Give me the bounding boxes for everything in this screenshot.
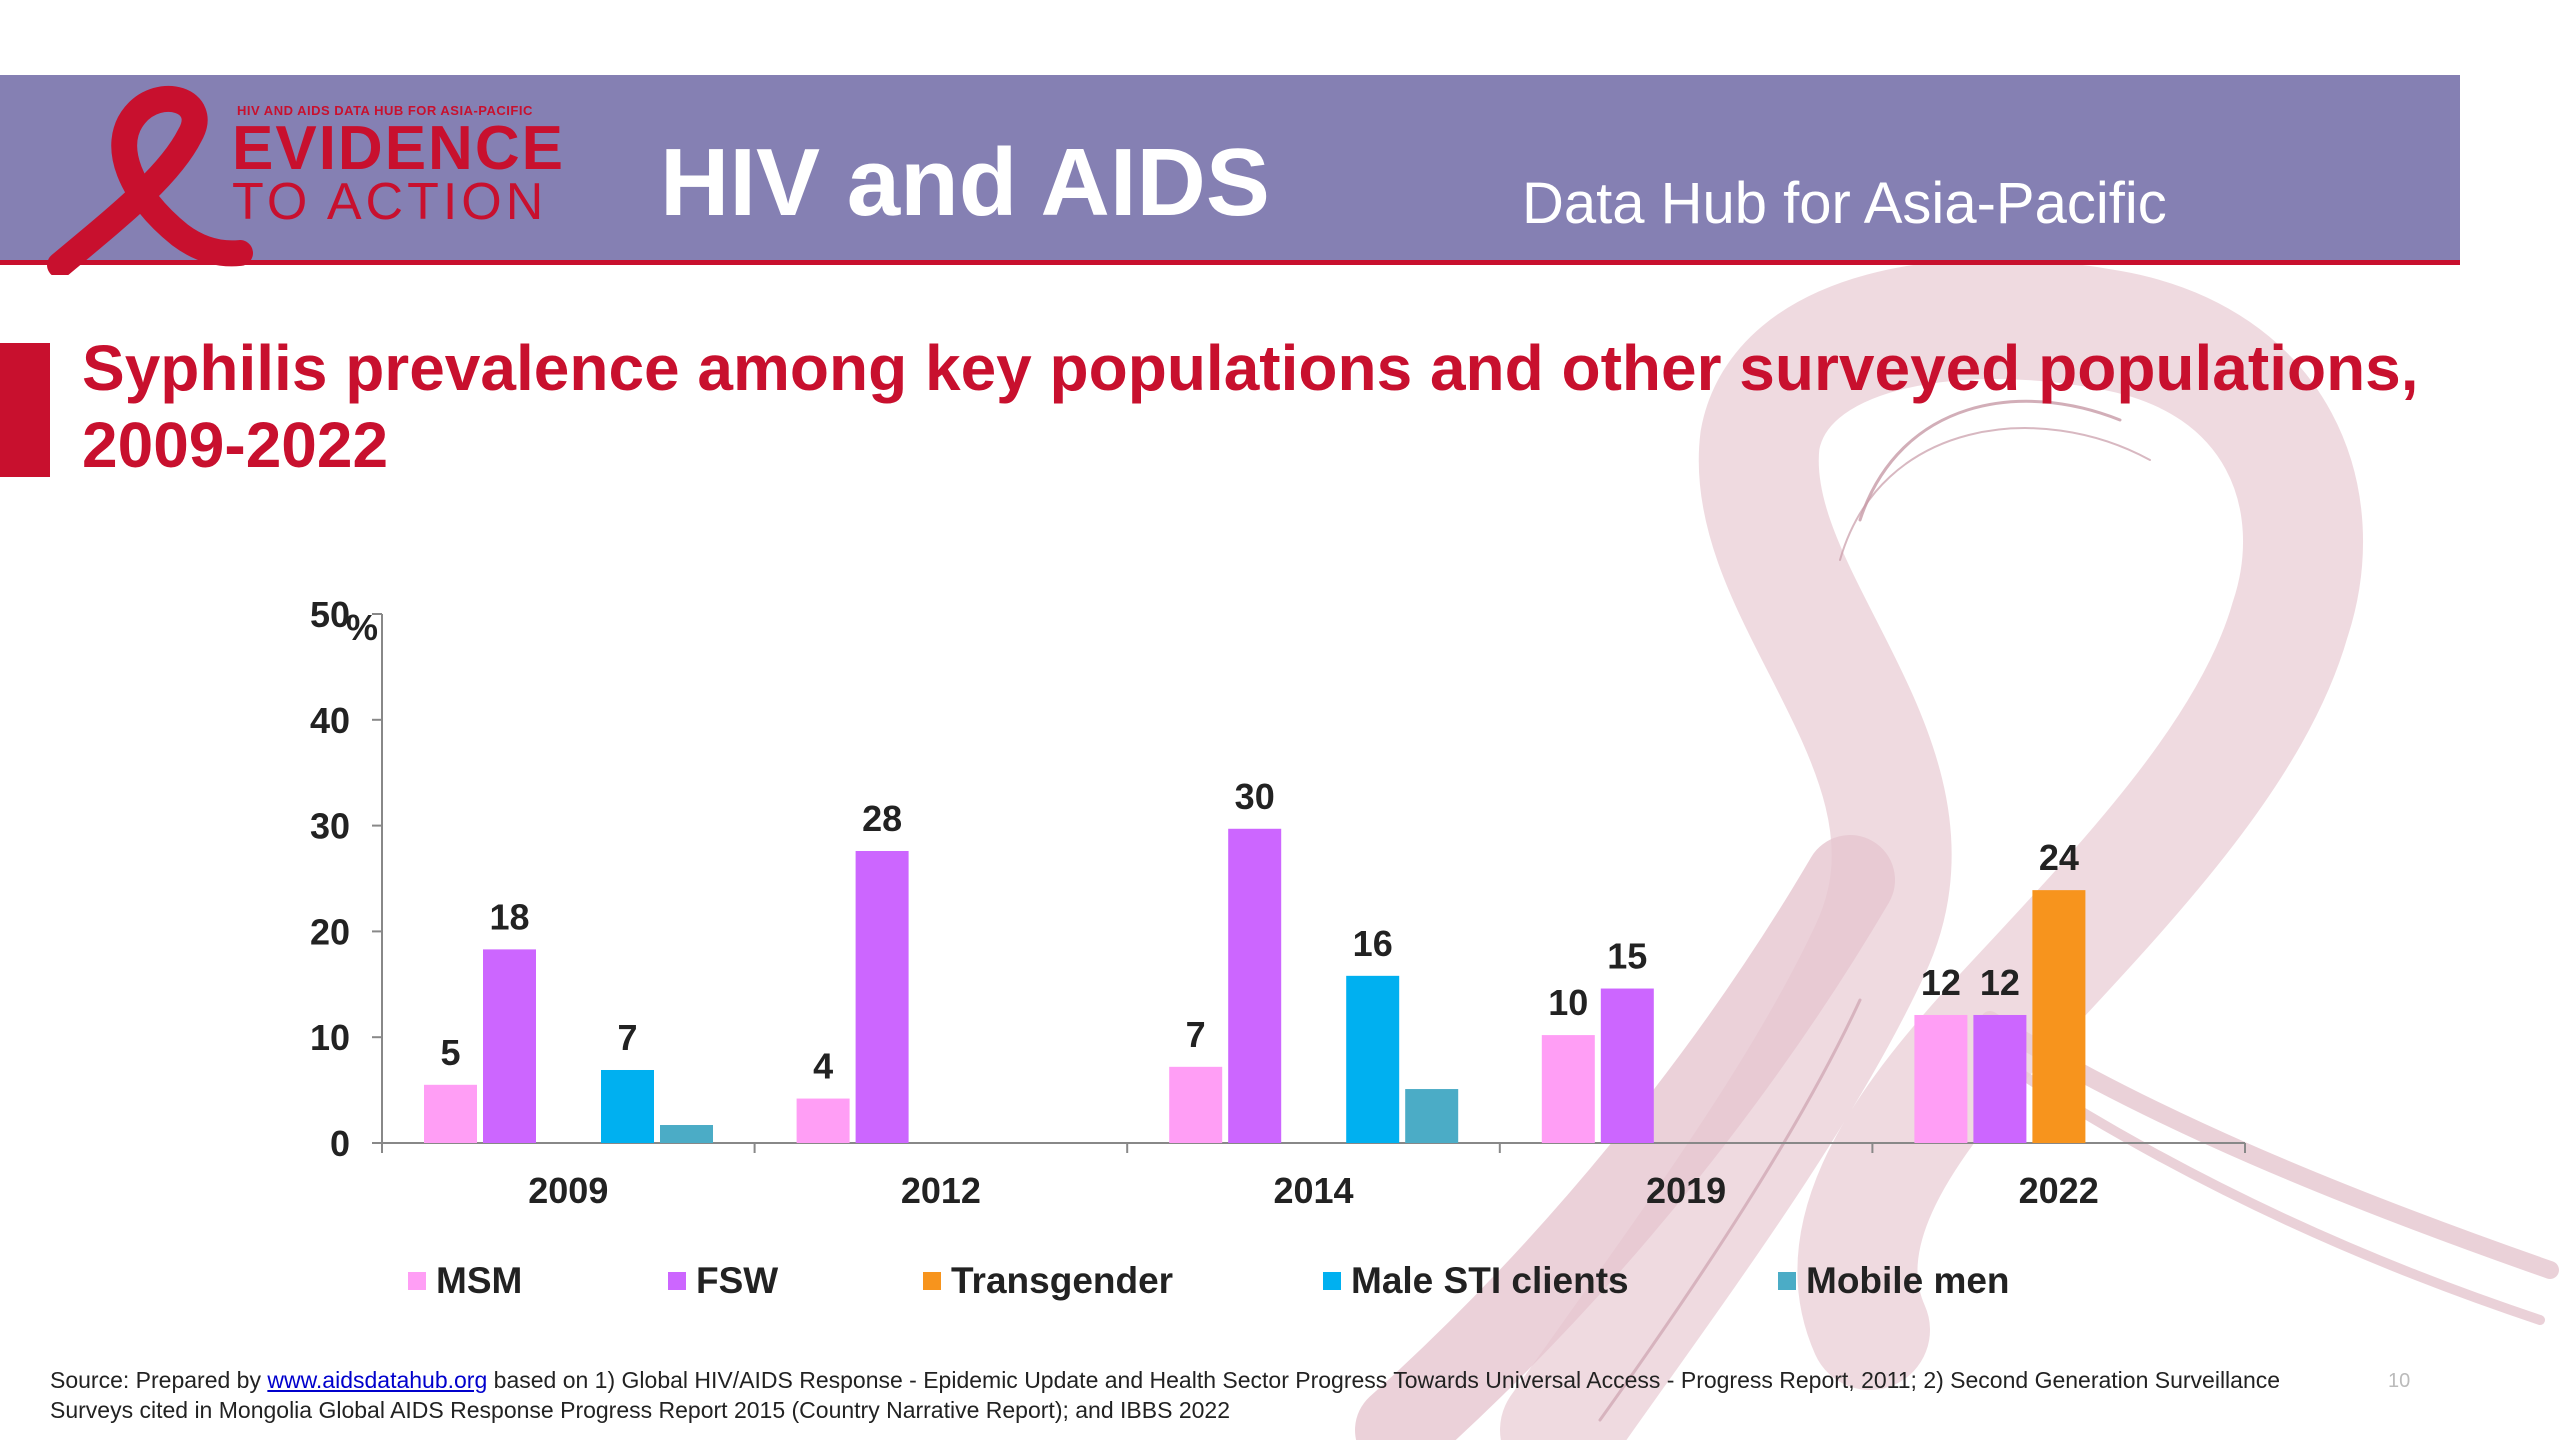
slide-title: Syphilis prevalence among key population… — [82, 332, 2419, 481]
source-prefix: Source: Prepared by — [50, 1367, 268, 1393]
bar-msm-2009 — [424, 1084, 477, 1143]
chart-labels: 5 4 7 10 12 18 28 30 15 12 24 7 16 — [440, 776, 2078, 1087]
bar-fsw-2012 — [855, 850, 909, 1143]
y-tick-label: 20 — [310, 911, 350, 952]
y-tick-label: 0 — [330, 1123, 350, 1164]
source-rest: based on 1) Global HIV/AIDS Response - E… — [50, 1367, 2281, 1423]
legend-swatch — [1778, 1272, 1796, 1290]
bar-fsw-2009 — [483, 949, 536, 1143]
legend-item: Transgender — [923, 1256, 1173, 1306]
data-label: 30 — [1235, 776, 1275, 817]
source-link[interactable]: www.aidsdatahub.org — [267, 1367, 488, 1393]
chart-bars — [424, 828, 2086, 1143]
data-label: 24 — [2039, 837, 2079, 878]
x-category-label: 2022 — [2019, 1170, 2099, 1211]
chart-legend: MSM FSW Transgender Male STI clients Mobile … — [408, 1256, 2108, 1306]
y-tick-label: 30 — [310, 806, 350, 847]
legend-item: MSM — [408, 1256, 522, 1306]
legend-item: Male STI clients — [1323, 1256, 1629, 1306]
legend-label: Mobile men — [1806, 1260, 2010, 1301]
data-label: 15 — [1607, 936, 1647, 977]
logo-line1: EVIDENCE — [232, 114, 565, 183]
banner-subtitle: Data Hub for Asia-Pacific — [1522, 171, 2167, 236]
red-ribbon-icon — [47, 86, 253, 275]
bar-msm-2012 — [796, 1098, 850, 1143]
source-footnote: Source: Prepared by www.aidsdatahub.org … — [50, 1365, 2350, 1425]
data-label: 12 — [1980, 962, 2020, 1003]
legend-swatch — [1323, 1272, 1341, 1290]
data-label: 4 — [813, 1046, 833, 1087]
data-label: 7 — [617, 1017, 637, 1058]
x-category-label: 2014 — [1273, 1170, 1353, 1211]
chart-axes: 0 10 20 30 40 50% 2009 2012 2014 2019 2022 — [310, 594, 2246, 1211]
bar-fsw-2019 — [1600, 988, 1654, 1143]
x-category-label: 2012 — [901, 1170, 981, 1211]
x-category-label: 2019 — [1646, 1170, 1726, 1211]
legend-swatch — [668, 1272, 686, 1290]
legend-label: Male STI clients — [1351, 1260, 1629, 1301]
logo-small-text: HIV AND AIDS DATA HUB FOR ASIA-PACIFIC — [237, 103, 533, 118]
legend-swatch — [923, 1272, 941, 1290]
banner-title: HIV and AIDS — [660, 129, 1270, 236]
data-label: 12 — [1921, 962, 1961, 1003]
data-label: 7 — [1186, 1014, 1206, 1055]
bar-fsw-2014 — [1228, 828, 1282, 1143]
data-label: 16 — [1353, 923, 1393, 964]
bar-msm-2014 — [1169, 1066, 1223, 1143]
logo-line2: TO ACTION — [232, 173, 548, 231]
bar-msm-2022 — [1914, 1014, 1968, 1143]
y-axis-unit-label: % — [346, 607, 378, 648]
legend-label: FSW — [696, 1260, 779, 1301]
legend-label: MSM — [436, 1260, 523, 1301]
bar-transgender-2022 — [2032, 890, 2086, 1143]
bar-mobile-men-2014 — [1405, 1089, 1459, 1143]
legend-item: Mobile men — [1778, 1256, 2010, 1306]
legend-item: FSW — [668, 1256, 778, 1306]
bar-male-sti-clients-2009 — [601, 1069, 654, 1143]
data-label: 10 — [1548, 982, 1588, 1023]
y-tick-label: 10 — [310, 1017, 350, 1058]
y-tick-label: 40 — [310, 700, 350, 741]
bar-fsw-2022 — [1973, 1014, 2027, 1143]
header-banner — [0, 75, 2460, 265]
page-number: 10 — [2388, 1370, 2411, 1392]
bar-male-sti-clients-2014 — [1346, 975, 1400, 1143]
bar-msm-2019 — [1541, 1035, 1595, 1143]
logo — [40, 85, 600, 275]
data-label: 18 — [489, 896, 529, 937]
legend-label: Transgender — [951, 1260, 1174, 1301]
data-label: 28 — [862, 798, 902, 839]
y-tick-label: 50 — [310, 594, 350, 635]
x-category-label: 2009 — [528, 1170, 608, 1211]
data-label: 5 — [440, 1032, 460, 1073]
bar-mobile-men-2009 — [660, 1125, 713, 1143]
title-accent-bar — [0, 343, 50, 477]
legend-swatch — [408, 1272, 426, 1290]
